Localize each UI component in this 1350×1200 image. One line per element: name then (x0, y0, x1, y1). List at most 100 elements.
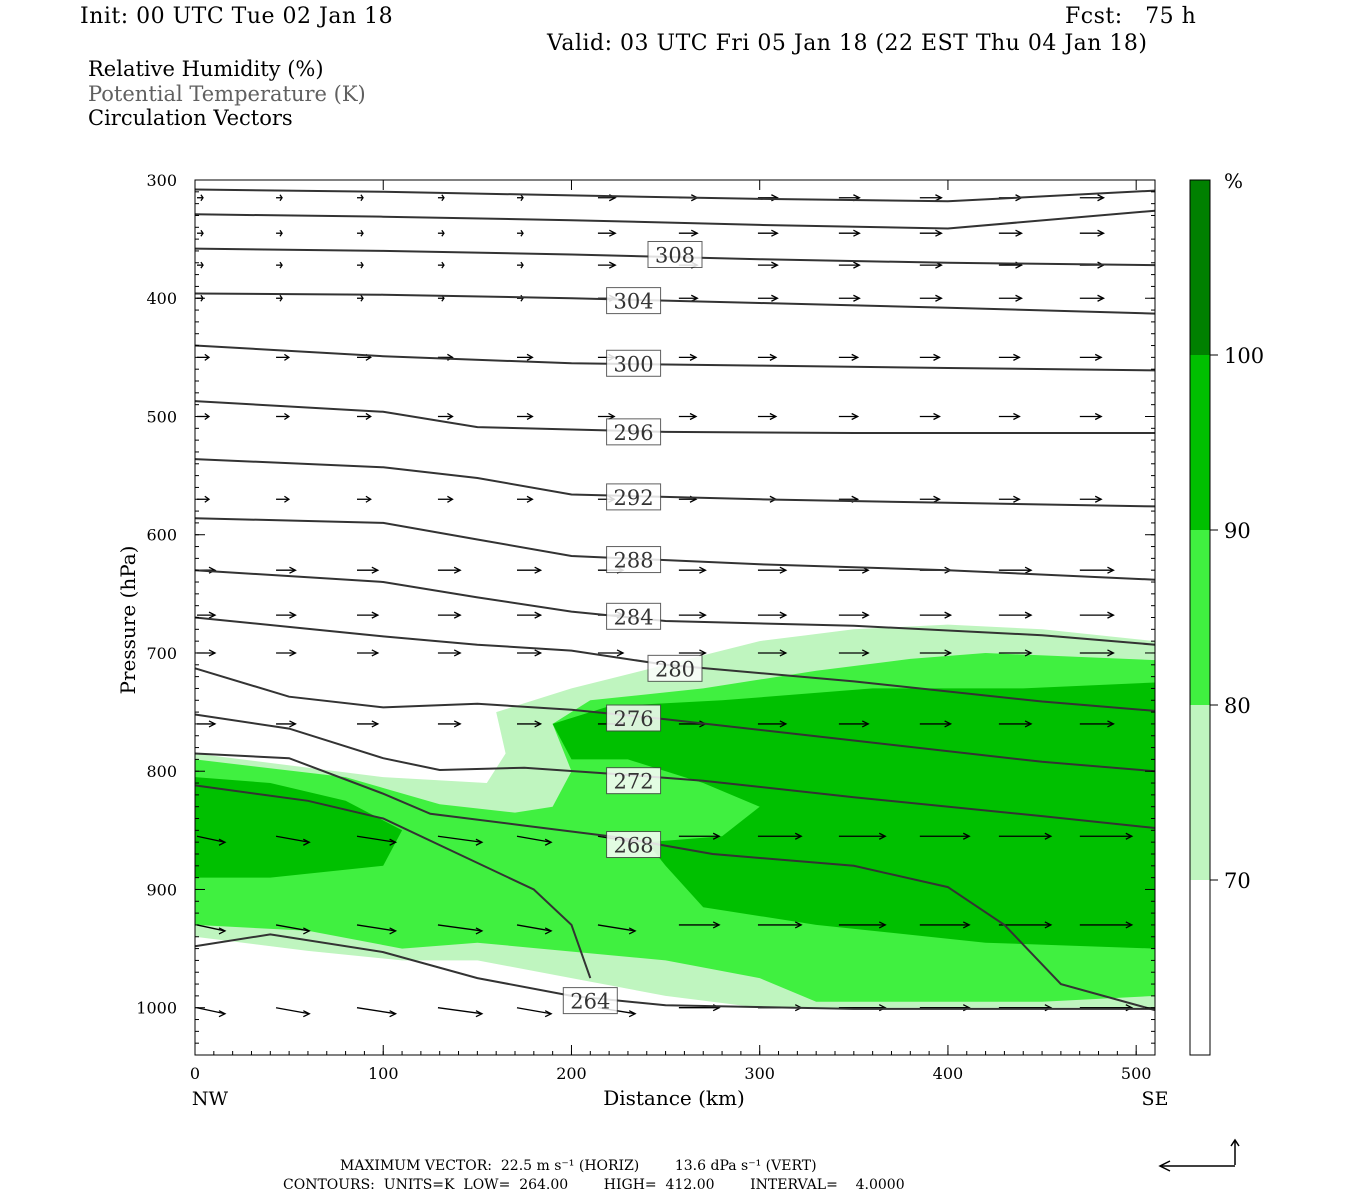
circulation-vector (357, 261, 364, 269)
circulation-vector (517, 611, 543, 619)
svg-text:272: 272 (614, 770, 654, 794)
contour-label-264: 264 (562, 987, 618, 1015)
svg-text:296: 296 (614, 421, 654, 445)
svg-text:276: 276 (614, 707, 654, 731)
circulation-vector (357, 720, 380, 728)
circulation-vector (919, 921, 971, 929)
x-tick-label: 300 (744, 1064, 775, 1083)
svg-text:284: 284 (614, 605, 654, 629)
x-tick-label: 400 (933, 1064, 964, 1083)
circulation-vector (757, 649, 788, 657)
circulation-vector (1079, 649, 1115, 657)
circulation-vector (757, 353, 778, 361)
circulation-vector (998, 832, 1053, 840)
circulation-vector (757, 921, 803, 929)
y-tick-label: 500 (146, 407, 177, 426)
theta-contour (194, 667, 1156, 773)
circulation-vector (1079, 611, 1115, 619)
circulation-vector (197, 611, 217, 619)
circulation-vector (838, 294, 861, 302)
reference-vector-icon (1158, 1138, 1240, 1172)
circulation-vector (998, 649, 1033, 657)
circulation-vector (276, 194, 283, 202)
theta-contour (194, 517, 1156, 581)
circulation-vector (516, 1007, 553, 1018)
theta-contour (194, 292, 1156, 315)
rh-region-90-100 (552, 682, 1155, 949)
circulation-vector (998, 566, 1033, 574)
circulation-vector (597, 649, 625, 657)
theta-contour (194, 616, 1156, 712)
x-axis-label: Distance (km) (603, 1086, 745, 1110)
colorbar-level-label: 70 (1224, 869, 1251, 893)
circulation-vector (919, 412, 941, 421)
circulation-vector (757, 566, 788, 574)
colorbar-level-label: 90 (1224, 519, 1251, 543)
theta-contour (194, 400, 1155, 434)
svg-text:288: 288 (614, 549, 654, 573)
colorbar-frame (1189, 179, 1211, 1056)
circulation-vector (1079, 495, 1103, 503)
circulation-vector (517, 649, 543, 657)
circulation-vector (276, 649, 297, 657)
circulation-vector (516, 835, 553, 846)
circulation-vector (757, 720, 788, 728)
circulation-vector (1079, 353, 1103, 361)
circulation-vector (356, 1007, 398, 1018)
circulation-vector (356, 835, 398, 846)
circulation-vector (919, 611, 953, 619)
y-tick-label: 700 (146, 644, 177, 663)
circulation-vector (838, 832, 887, 840)
circulation-vector (838, 649, 870, 657)
circulation-vector (1079, 412, 1103, 421)
circulation-vector (517, 412, 534, 421)
colorbar-level-label: 100 (1224, 344, 1264, 368)
contour-label-308: 308 (647, 240, 703, 268)
circulation-vector (998, 294, 1023, 302)
circulation-vector (1079, 194, 1106, 202)
circulation-vector (919, 229, 943, 237)
colorbar-level-label: 80 (1224, 694, 1251, 718)
circulation-vector (757, 412, 778, 421)
circulation-vector (757, 261, 779, 269)
y-tick-label: 400 (146, 289, 177, 308)
rh-region-90-100 (195, 777, 403, 878)
circulation-vector (757, 832, 803, 840)
circulation-vector (517, 720, 543, 728)
circulation-vector (437, 924, 484, 935)
circulation-vector (517, 495, 534, 503)
circulation-vector (197, 720, 217, 728)
colorbar-swatch (1190, 705, 1210, 880)
y-tick-label: 300 (146, 171, 177, 190)
footer-contours: CONTOURS: UNITS=K LOW= 264.00 HIGH= 412.… (283, 1177, 905, 1193)
circulation-vector (1079, 294, 1106, 302)
x-tick-label: 500 (1121, 1064, 1152, 1083)
circulation-vector (838, 611, 870, 619)
y-tick-label: 800 (146, 762, 177, 781)
circulation-vector (757, 611, 788, 619)
circulation-vector (437, 261, 445, 269)
theta-contour (194, 458, 1156, 508)
circulation-vector (276, 229, 283, 237)
theta-contour (194, 784, 592, 979)
circulation-vector (437, 566, 462, 574)
circulation-vector (517, 194, 524, 202)
contour-label-304: 304 (606, 287, 662, 315)
y-tick-label: 1000 (136, 999, 177, 1018)
colorbar: 70 80 90 100% (1189, 169, 1264, 1056)
circulation-vector (919, 495, 941, 503)
circulation-vector (517, 353, 534, 361)
svg-text:264: 264 (570, 990, 610, 1014)
footer-max-vector: MAXIMUM VECTOR: 22.5 m s⁻¹ (HORIZ) 13.6 … (340, 1158, 817, 1174)
y-tick-label: 900 (146, 880, 177, 899)
colorbar-unit: % (1224, 169, 1243, 193)
circulation-vector (276, 495, 291, 503)
circulation-vector (998, 229, 1023, 237)
circulation-vector (998, 495, 1021, 503)
circulation-vector (356, 924, 398, 935)
circulation-vector (357, 649, 380, 657)
circulation-vector (597, 261, 617, 269)
svg-text:308: 308 (655, 243, 695, 267)
